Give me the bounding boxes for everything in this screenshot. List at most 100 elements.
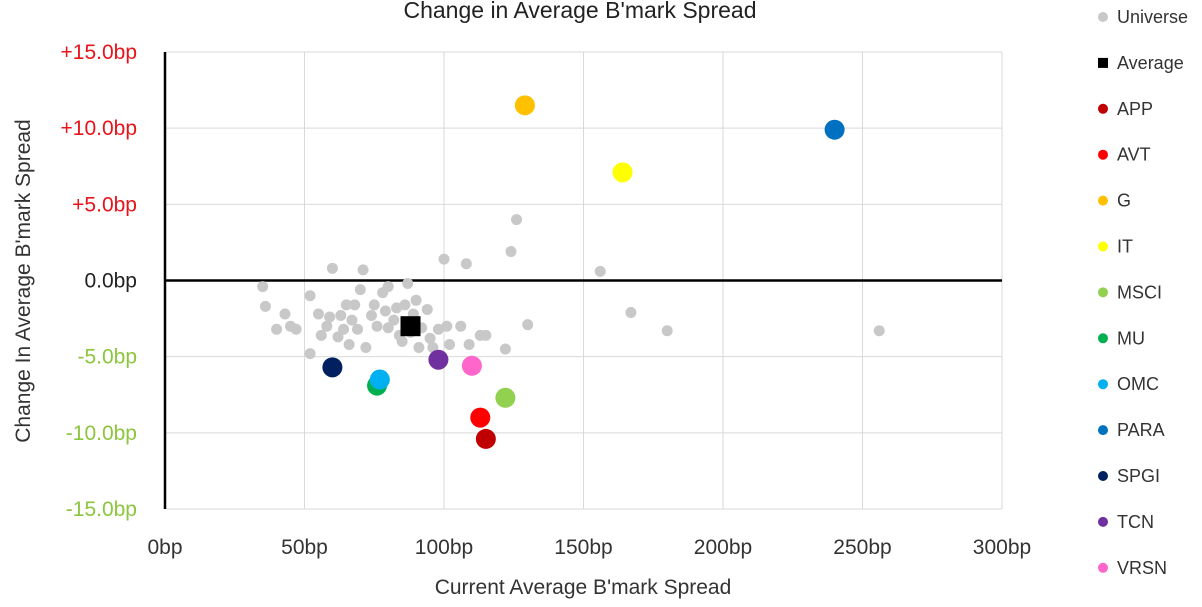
x-tick-label: 300bp [973,536,1031,559]
legend-marker-spgi [1098,471,1108,481]
point-average [400,316,421,337]
point-universe [259,300,271,312]
legend-marker-it [1098,241,1108,252]
y-tick-label: +15.0bp [61,41,138,64]
point-universe [368,299,380,311]
point-universe [382,322,394,334]
legend-label-avt: AVT [1117,145,1151,165]
point-universe [382,281,394,293]
legend-label-g: G [1117,191,1131,211]
x-axis-label: Current Average B'mark Spread [435,576,732,599]
point-universe [625,306,637,318]
y-tick-label: -15.0bp [66,498,137,521]
legend-marker-g [1098,195,1108,206]
point-universe [349,299,361,311]
point-universe [432,323,444,335]
legend-label-universe: Universe [1117,7,1188,27]
point-universe [335,310,347,322]
point-universe [354,284,366,296]
y-tick-label: +5.0bp [72,193,137,216]
point-universe [304,290,316,302]
legend-marker-avt [1098,149,1108,160]
point-universe [357,264,369,276]
x-tick-label: 50bp [281,536,328,559]
legend-label-app: APP [1117,99,1153,119]
point-universe [594,265,606,277]
point-universe [463,338,475,350]
point-universe [321,320,333,332]
point-universe [343,338,355,350]
legend-marker-universe [1098,12,1108,22]
point-it [612,162,633,183]
point-omc [369,369,390,390]
data-points [257,95,885,449]
point-universe [332,331,344,343]
legend-marker-mu [1098,333,1108,344]
legend-marker-vrsn [1098,562,1108,573]
point-spgi [322,357,343,378]
legend-marker-msci [1098,287,1108,298]
legend-marker-average [1098,57,1108,68]
point-universe [480,329,492,341]
legend-label-vrsn: VRSN [1117,558,1167,578]
point-universe [257,281,269,293]
point-universe [505,246,517,258]
point-universe [304,348,316,360]
chart-title: Change in Average B'mark Spread [403,0,756,23]
point-universe [499,343,511,355]
legend-label-msci: MSCI [1117,282,1162,302]
point-tcn [428,349,449,370]
y-tick-label: +10.0bp [61,117,138,140]
point-universe [399,299,411,311]
point-g [514,95,535,116]
point-universe [444,338,456,350]
point-universe [413,342,425,354]
point-universe [340,299,352,311]
legend: Universe Average APP AVT G IT MSCI MU OMC PARA SPG… [1098,7,1188,578]
point-universe [511,214,523,226]
point-universe [346,314,358,326]
point-universe [424,332,436,344]
legend-label-average: Average [1117,53,1184,73]
point-universe [290,323,302,335]
point-universe [438,253,450,265]
point-para [824,119,845,140]
legend-marker-app [1098,103,1108,114]
point-universe [410,294,422,306]
point-universe [271,323,283,335]
point-universe [338,323,350,335]
legend-marker-para [1098,425,1108,436]
legend-label-it: IT [1117,237,1133,257]
legend-label-para: PARA [1117,420,1165,440]
legend-marker-tcn [1098,516,1108,527]
y-tick-label: -5.0bp [77,346,137,369]
legend-marker-omc [1098,379,1108,390]
x-tick-label: 100bp [415,536,473,559]
point-universe [522,319,534,331]
point-universe [324,311,336,323]
x-tick-label: 150bp [554,536,612,559]
point-universe [312,308,324,320]
legend-label-spgi: SPGI [1117,466,1160,486]
point-universe [391,302,403,314]
point-universe [365,310,377,322]
x-tick-label: 0bp [147,536,182,559]
x-tick-label: 250bp [833,536,891,559]
point-universe [421,303,433,315]
point-universe [371,320,383,332]
y-tick-label: -10.0bp [66,422,137,445]
point-universe [661,325,673,337]
legend-label-mu: MU [1117,328,1145,348]
point-universe [315,329,327,341]
point-vrsn [461,355,482,376]
point-msci [495,387,516,408]
legend-label-omc: OMC [1117,374,1159,394]
point-app [475,428,496,449]
point-universe [402,278,414,290]
point-universe [455,320,467,332]
point-universe [388,314,400,326]
axes: 0bp 50bp 100bp 150bp 200bp 250bp 300bp +15.0bp +… [61,41,1032,559]
point-universe [279,308,291,320]
